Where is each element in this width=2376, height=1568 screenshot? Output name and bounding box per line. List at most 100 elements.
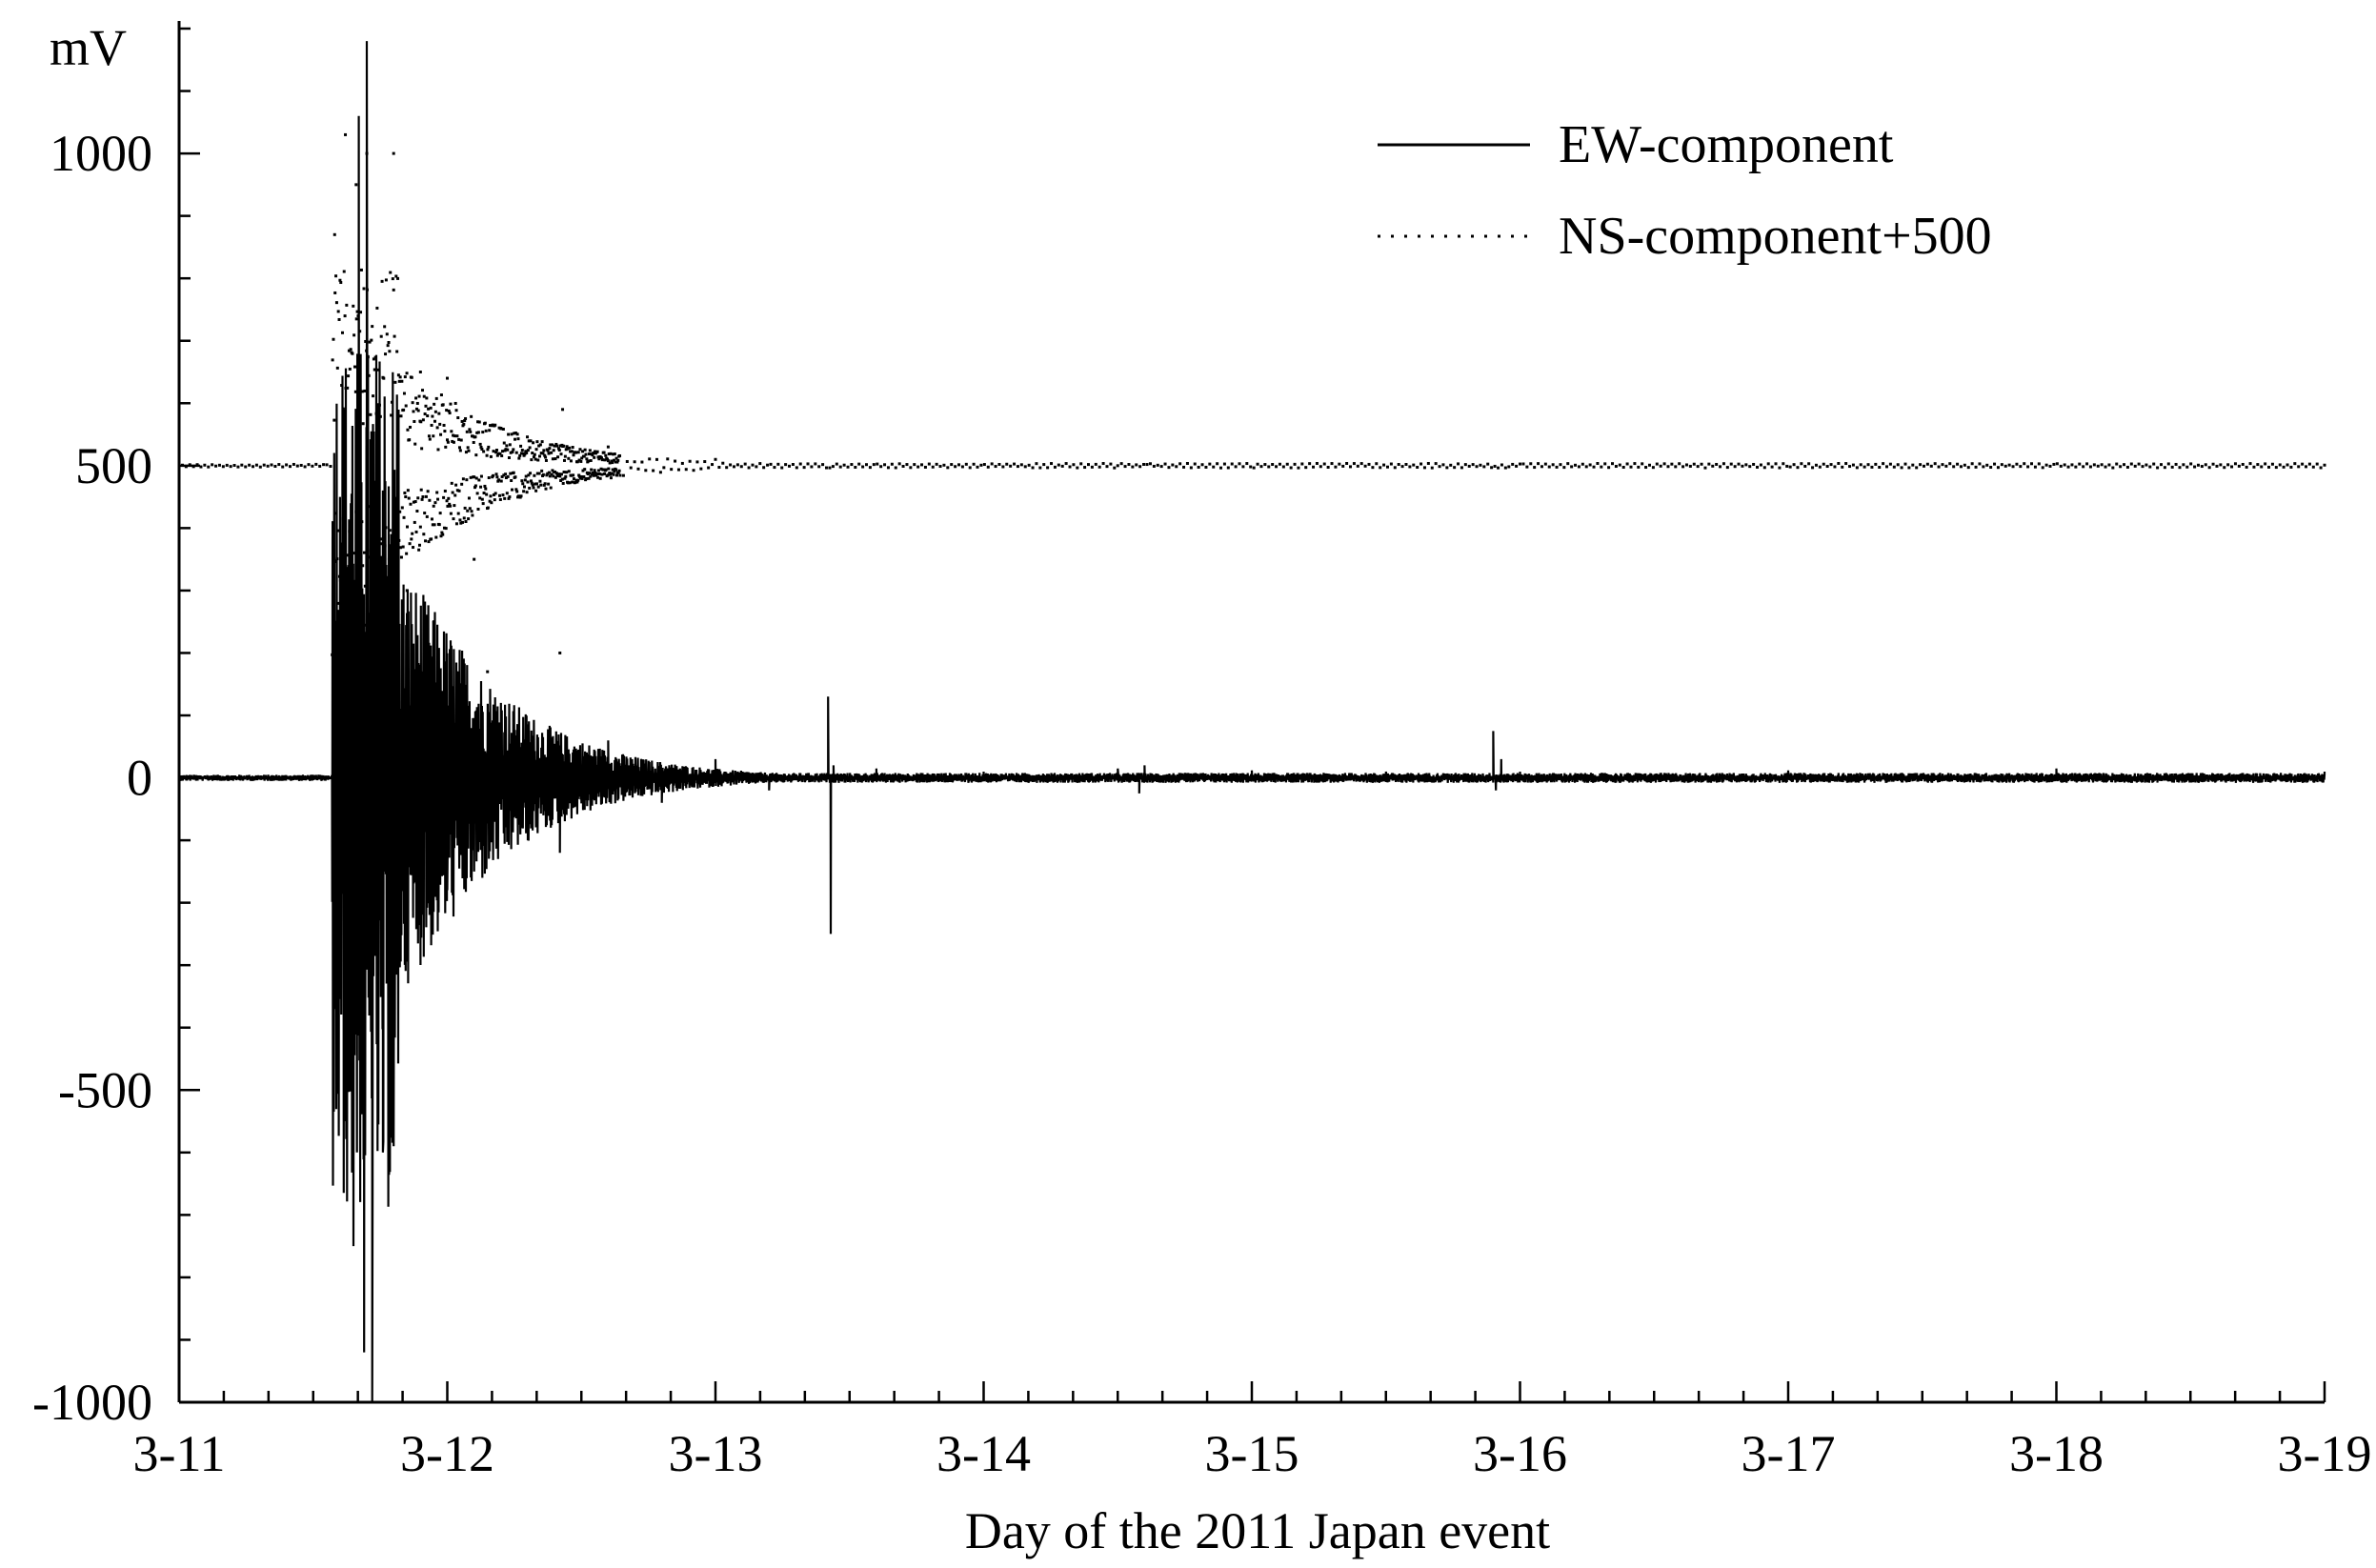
- ns-point: [755, 465, 758, 469]
- ns-point: [1878, 466, 1882, 470]
- ns-point: [603, 472, 607, 475]
- ns-point: [1027, 463, 1031, 467]
- ns-point: [798, 462, 802, 466]
- ns-point: [331, 653, 334, 656]
- ns-point: [398, 510, 402, 513]
- ns-point: [427, 407, 431, 411]
- ns-point: [1449, 463, 1453, 467]
- ns-point: [332, 625, 335, 629]
- x-tick-label: 3-17: [1742, 1425, 1836, 1482]
- ns-point: [457, 437, 461, 441]
- ns-point: [532, 455, 535, 459]
- ns-point: [879, 465, 883, 469]
- ns-point: [522, 485, 526, 489]
- ns-point: [373, 368, 376, 372]
- ns-point: [348, 530, 352, 533]
- ns-point: [473, 475, 476, 479]
- ns-point: [400, 506, 404, 510]
- ns-point: [270, 463, 273, 467]
- ns-point: [258, 465, 262, 469]
- ns-point: [1618, 463, 1621, 467]
- ns-point: [688, 459, 692, 463]
- ns-point: [347, 659, 351, 663]
- ns-point: [406, 428, 410, 432]
- ns-point: [913, 463, 916, 467]
- ns-point: [1497, 466, 1500, 470]
- ns-point: [441, 533, 445, 536]
- ns-point: [1083, 466, 1087, 470]
- ns-point: [773, 466, 776, 470]
- ns-point: [2211, 462, 2215, 466]
- ns-point: [564, 474, 568, 478]
- ns-point: [489, 494, 493, 498]
- ns-point: [883, 463, 887, 467]
- ns-point: [578, 476, 582, 480]
- ns-point: [1113, 466, 1117, 470]
- ns-point: [402, 392, 406, 395]
- ns-point: [367, 505, 371, 509]
- ns-point: [409, 502, 413, 506]
- ns-point: [2289, 465, 2293, 469]
- ns-point: [494, 451, 498, 454]
- ns-point: [595, 472, 599, 476]
- ns-point: [394, 274, 398, 278]
- ns-point: [331, 358, 334, 362]
- ns-point: [467, 517, 471, 521]
- ns-point: [1252, 466, 1256, 470]
- ns-point: [580, 476, 584, 480]
- ns-point: [861, 465, 865, 469]
- ns-point: [453, 493, 457, 497]
- ns-point: [942, 463, 946, 467]
- ns-point: [1068, 465, 1072, 469]
- ns-point: [588, 472, 592, 475]
- ns-point: [464, 416, 468, 420]
- ns-point: [550, 472, 554, 476]
- x-tick-label: 3-11: [133, 1425, 226, 1482]
- ns-point: [452, 433, 455, 437]
- ns-point: [507, 432, 511, 436]
- ns-point: [1087, 463, 1091, 467]
- ns-point: [378, 414, 382, 418]
- ns-point: [461, 424, 465, 428]
- ns-point: [1326, 466, 1330, 470]
- ns-point: [2200, 465, 2204, 469]
- ns-point: [454, 409, 458, 412]
- ns-point: [540, 440, 544, 444]
- ns-point: [345, 303, 349, 307]
- ns-point: [938, 465, 942, 469]
- ns-point: [2241, 462, 2245, 466]
- ns-point: [476, 431, 480, 434]
- ns-point: [1547, 465, 1551, 469]
- ns-point: [1762, 466, 1766, 470]
- ns-point: [621, 473, 625, 477]
- ns-point: [355, 310, 359, 313]
- ns-point: [1109, 462, 1113, 466]
- ns-point: [2148, 465, 2152, 469]
- ns-point: [1042, 463, 1046, 467]
- ns-point: [1304, 466, 1308, 470]
- ns-point: [203, 463, 207, 467]
- ns-point: [711, 463, 715, 467]
- x-tick-label: 3-12: [400, 1425, 494, 1482]
- ns-point: [1629, 465, 1633, 469]
- ns-point: [616, 471, 620, 474]
- ns-point: [717, 466, 721, 470]
- ns-point: [1581, 462, 1584, 466]
- ns-point: [1559, 463, 1562, 467]
- ns-point: [399, 546, 403, 550]
- ns-point: [614, 468, 618, 472]
- ns-point: [1651, 466, 1655, 470]
- ns-point: [382, 376, 386, 380]
- ns-point: [562, 458, 566, 462]
- ns-point: [960, 465, 964, 469]
- ns-point: [406, 489, 410, 493]
- ns-point: [440, 531, 444, 534]
- ns-point: [447, 496, 451, 500]
- ns-point: [344, 386, 348, 390]
- ns-point: [431, 523, 434, 527]
- ns-point: [392, 288, 395, 291]
- ns-point: [652, 469, 655, 472]
- ns-point: [342, 633, 346, 637]
- ns-point: [390, 400, 393, 404]
- ns-point: [389, 648, 393, 652]
